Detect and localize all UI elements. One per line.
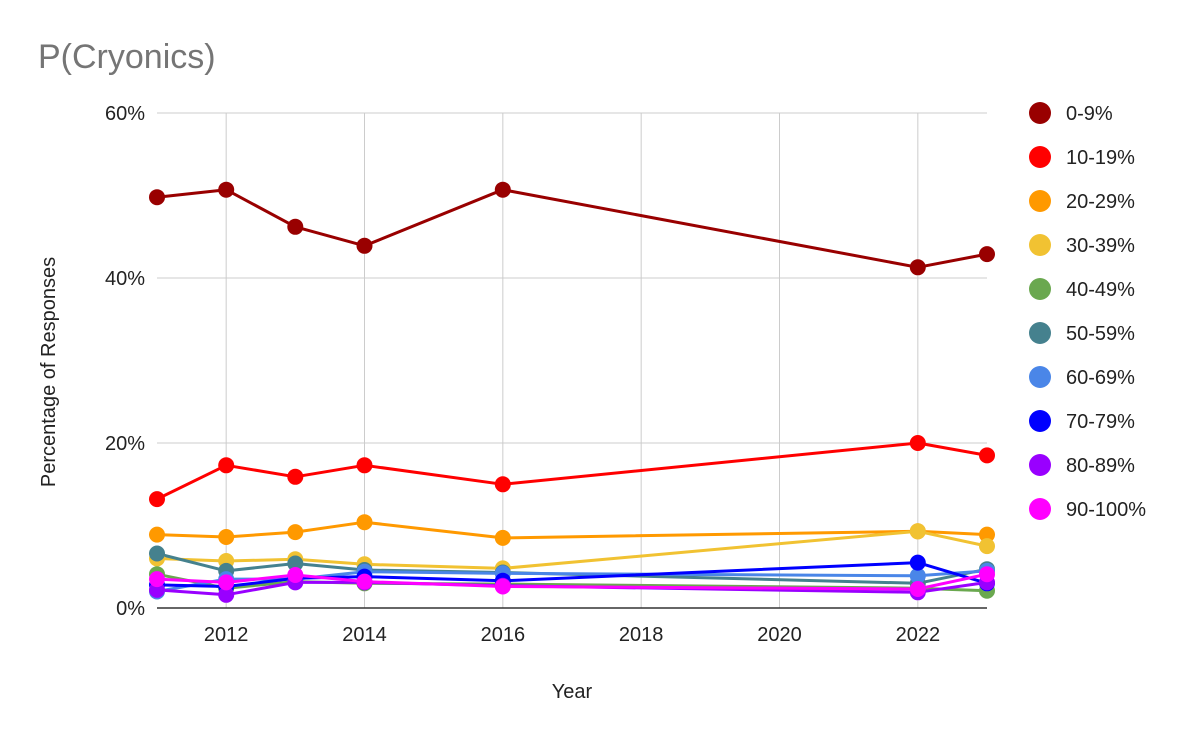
legend-swatch (1029, 366, 1051, 388)
legend-item: 60-69% (1029, 366, 1135, 389)
legend-item: 90-100% (1029, 498, 1146, 521)
legend-swatch (1029, 102, 1051, 124)
data-point (149, 526, 165, 543)
data-point (356, 514, 373, 531)
legend-swatch (1029, 190, 1051, 212)
data-point (218, 457, 235, 474)
data-point (909, 554, 926, 571)
legend-label: 60-69% (1066, 367, 1135, 389)
data-point (979, 538, 995, 555)
legend-swatch (1029, 278, 1051, 300)
series-markers-20-29% (149, 514, 995, 546)
data-point (494, 476, 511, 493)
legend-label: 30-39% (1066, 235, 1135, 257)
data-point (149, 571, 165, 588)
series-10-19% (156, 441, 988, 501)
legend-label: 70-79% (1066, 411, 1135, 433)
data-point (494, 181, 511, 198)
legend-label: 50-59% (1066, 323, 1135, 345)
legend-item: 40-49% (1029, 278, 1135, 301)
y-axis-title: Percentage of Responses (38, 257, 60, 487)
legend-item: 0-9% (1029, 102, 1113, 125)
legend-label: 90-100% (1066, 499, 1146, 521)
legend-swatch (1029, 454, 1051, 476)
legend-item: 80-89% (1029, 454, 1135, 477)
y-tick-label: 40% (105, 268, 145, 290)
data-point (287, 468, 304, 485)
legend-swatch (1029, 410, 1051, 432)
data-point (218, 529, 235, 545)
legend-swatch (1029, 234, 1051, 256)
data-point (218, 586, 235, 603)
data-point (218, 181, 235, 198)
data-point (149, 545, 165, 562)
legend-item: 10-19% (1029, 146, 1135, 169)
data-point (909, 435, 926, 451)
legend-swatch (1029, 146, 1051, 168)
data-point (494, 578, 511, 595)
legend: 0-9% 10-19% 20-29% 30-39% 40-49% 50-59% 60-69%… (1029, 102, 1146, 521)
x-tick-label: 2016 (481, 624, 526, 646)
y-tick-label: 60% (105, 103, 145, 125)
legend-item: 30-39% (1029, 234, 1135, 257)
axes: 0% 20% 40% 60% 2012 2014 2016 2018 2020 2022 (105, 103, 987, 646)
legend-item: 50-59% (1029, 322, 1135, 345)
data-point (356, 573, 373, 590)
data-point (979, 566, 995, 583)
y-tick-label: 20% (105, 433, 145, 455)
legend-swatch (1029, 498, 1051, 520)
x-tick-label: 2020 (757, 624, 802, 646)
data-point (979, 526, 995, 543)
data-point (494, 529, 511, 546)
data-point (979, 447, 995, 464)
data-point (287, 555, 304, 572)
data-point (287, 218, 304, 235)
series-lines (149, 181, 995, 603)
data-point (909, 581, 926, 597)
data-point (356, 237, 373, 254)
data-point (149, 491, 165, 508)
y-tick-label: 0% (116, 598, 145, 620)
data-point (218, 574, 235, 591)
x-axis-title: Year (552, 681, 593, 703)
x-tick-label: 2012 (204, 624, 249, 646)
legend-label: 20-29% (1066, 191, 1135, 213)
data-point (909, 567, 926, 584)
legend-label: 80-89% (1066, 455, 1135, 477)
legend-item: 20-29% (1029, 190, 1135, 213)
data-point (909, 259, 926, 276)
series-markers-90-100% (149, 566, 995, 597)
legend-label: 40-49% (1066, 279, 1135, 301)
data-point (979, 246, 995, 263)
data-point (909, 523, 926, 540)
series-markers-10-19% (149, 435, 995, 508)
data-point (287, 524, 304, 541)
legend-label: 10-19% (1066, 147, 1135, 169)
series-0-9% (156, 188, 988, 269)
legend-item: 70-79% (1029, 410, 1135, 433)
x-tick-label: 2018 (619, 624, 664, 646)
x-tick-label: 2014 (342, 624, 387, 646)
chart-title: P(Cryonics) (38, 38, 216, 76)
data-point (149, 189, 165, 206)
legend-label: 0-9% (1066, 103, 1113, 125)
series-line (156, 188, 988, 269)
data-point (287, 567, 304, 583)
data-point (356, 457, 373, 474)
series-line (156, 441, 988, 501)
legend-swatch (1029, 322, 1051, 344)
x-tick-label: 2022 (896, 624, 941, 646)
series-markers-0-9% (149, 181, 995, 276)
